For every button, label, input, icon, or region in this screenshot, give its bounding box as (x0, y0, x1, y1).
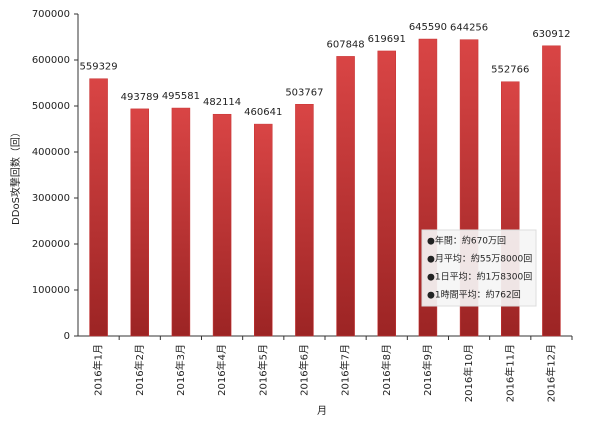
y-tick-label: 400000 (32, 147, 70, 158)
bar (254, 123, 273, 337)
x-tick-label: 2016年6月 (297, 344, 310, 396)
x-axis-label: 月 (317, 405, 327, 417)
value-label: 552766 (491, 65, 529, 76)
value-label: 607848 (326, 39, 364, 50)
annotation: ●年間：約670万回 (427, 235, 506, 247)
y-tick-label: 700000 (32, 9, 70, 20)
y-tick-label: 0 (64, 331, 70, 342)
annotation: ●1日平均：約1万8300回 (427, 271, 532, 283)
value-label: 644256 (450, 23, 488, 34)
x-tick-label: 2016年8月 (380, 344, 393, 396)
value-label: 495581 (162, 91, 200, 102)
value-label: 630912 (532, 29, 570, 40)
bar (171, 107, 191, 337)
value-label: 645590 (409, 22, 447, 33)
y-tick-label: 500000 (32, 101, 70, 112)
x-tick-label: 2016年7月 (339, 344, 352, 396)
x-tick-label: 2016年10月 (462, 344, 475, 402)
value-label: 619691 (368, 34, 406, 45)
x-tick-label: 2016年4月 (215, 344, 228, 396)
y-axis-label: DDoS攻撃回数（回） (9, 127, 22, 225)
value-label: 559329 (79, 62, 117, 73)
bar (89, 78, 108, 337)
x-tick-label: 2016年2月 (133, 344, 146, 396)
bar (542, 45, 561, 337)
bar (130, 108, 149, 337)
annotation-box (421, 229, 537, 307)
value-label: 482114 (203, 97, 241, 108)
x-tick-label: 2016年3月 (174, 344, 187, 396)
y-tick-label: 600000 (32, 55, 70, 66)
x-tick-label: 2016年11月 (503, 344, 516, 402)
value-label: 503767 (285, 87, 323, 98)
value-label: 460641 (244, 107, 282, 118)
bar (295, 104, 314, 337)
x-tick-label: 2016年1月 (92, 344, 105, 396)
x-tick-label: 2016年12月 (544, 344, 557, 402)
bar (377, 50, 396, 337)
x-tick-label: 2016年5月 (256, 344, 269, 396)
y-tick-label: 200000 (32, 239, 70, 250)
bar (212, 113, 232, 337)
value-label: 493789 (121, 92, 159, 103)
y-tick-label: 300000 (32, 193, 70, 204)
annotation: ●月平均：約55万8000回 (427, 253, 532, 265)
annotation: ●1時間平均：約762回 (427, 289, 521, 301)
x-tick-label: 2016年9月 (421, 344, 434, 396)
y-tick-label: 100000 (32, 285, 70, 296)
bar (336, 56, 355, 337)
